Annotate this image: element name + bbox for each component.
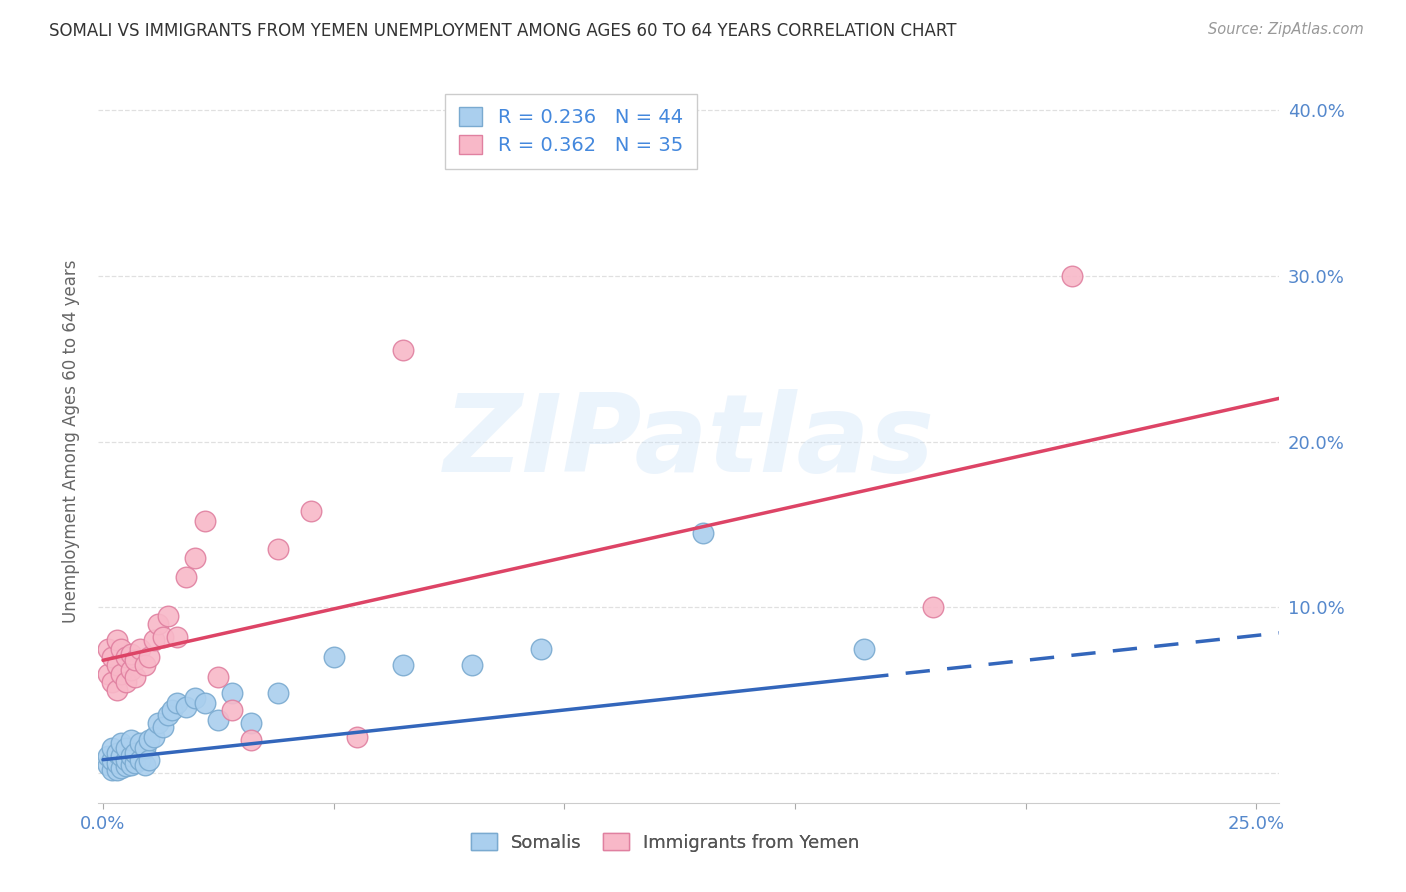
Point bbox=[299, 504, 322, 518]
Point bbox=[166, 630, 188, 644]
Point bbox=[120, 732, 142, 747]
Point bbox=[110, 666, 132, 681]
Point bbox=[110, 736, 132, 750]
Point bbox=[129, 736, 152, 750]
Point bbox=[115, 753, 138, 767]
Point bbox=[124, 756, 146, 770]
Point bbox=[184, 550, 207, 565]
Point bbox=[101, 753, 124, 767]
Point bbox=[115, 650, 138, 665]
Point bbox=[115, 741, 138, 756]
Point bbox=[105, 658, 128, 673]
Point bbox=[193, 514, 215, 528]
Point bbox=[101, 741, 124, 756]
Point bbox=[239, 732, 262, 747]
Point bbox=[105, 633, 128, 648]
Point bbox=[922, 600, 945, 615]
Point bbox=[156, 708, 179, 723]
Point bbox=[166, 697, 188, 711]
Point bbox=[124, 653, 146, 667]
Point bbox=[152, 720, 174, 734]
Point bbox=[174, 570, 197, 584]
Text: ZIPatlas: ZIPatlas bbox=[443, 389, 935, 494]
Point bbox=[124, 670, 146, 684]
Point bbox=[105, 756, 128, 770]
Point bbox=[105, 746, 128, 760]
Point bbox=[129, 641, 152, 656]
Point bbox=[101, 763, 124, 777]
Point bbox=[115, 674, 138, 689]
Point bbox=[110, 761, 132, 775]
Point bbox=[221, 686, 243, 700]
Point bbox=[221, 703, 243, 717]
Point bbox=[101, 650, 124, 665]
Point bbox=[120, 749, 142, 764]
Point bbox=[142, 633, 165, 648]
Point bbox=[101, 674, 124, 689]
Point bbox=[148, 716, 170, 731]
Point bbox=[461, 658, 484, 673]
Point bbox=[110, 749, 132, 764]
Point bbox=[97, 641, 120, 656]
Point bbox=[138, 732, 160, 747]
Text: Source: ZipAtlas.com: Source: ZipAtlas.com bbox=[1208, 22, 1364, 37]
Point bbox=[134, 741, 156, 756]
Point bbox=[138, 753, 160, 767]
Point bbox=[156, 608, 179, 623]
Point bbox=[1060, 268, 1083, 283]
Point bbox=[120, 663, 142, 677]
Point bbox=[162, 703, 183, 717]
Point bbox=[530, 641, 553, 656]
Point bbox=[174, 699, 197, 714]
Point bbox=[129, 753, 152, 767]
Y-axis label: Unemployment Among Ages 60 to 64 years: Unemployment Among Ages 60 to 64 years bbox=[62, 260, 80, 624]
Point bbox=[239, 716, 262, 731]
Legend: Somalis, Immigrants from Yemen: Somalis, Immigrants from Yemen bbox=[464, 826, 866, 859]
Point bbox=[97, 757, 120, 772]
Point bbox=[193, 697, 215, 711]
Point bbox=[142, 730, 165, 744]
Point bbox=[105, 683, 128, 698]
Point bbox=[97, 666, 120, 681]
Point bbox=[134, 658, 156, 673]
Point bbox=[148, 616, 170, 631]
Point bbox=[115, 759, 138, 773]
Point bbox=[120, 647, 142, 661]
Point bbox=[138, 650, 160, 665]
Point bbox=[97, 749, 120, 764]
Point bbox=[853, 641, 876, 656]
Point bbox=[134, 757, 156, 772]
Point bbox=[110, 641, 132, 656]
Point bbox=[346, 730, 368, 744]
Point bbox=[120, 757, 142, 772]
Point bbox=[207, 713, 229, 727]
Point bbox=[152, 630, 174, 644]
Point bbox=[207, 670, 229, 684]
Point bbox=[267, 686, 290, 700]
Point bbox=[392, 343, 415, 358]
Point bbox=[692, 525, 714, 540]
Point bbox=[267, 542, 290, 557]
Point bbox=[322, 650, 344, 665]
Text: SOMALI VS IMMIGRANTS FROM YEMEN UNEMPLOYMENT AMONG AGES 60 TO 64 YEARS CORRELATI: SOMALI VS IMMIGRANTS FROM YEMEN UNEMPLOY… bbox=[49, 22, 956, 40]
Point bbox=[105, 763, 128, 777]
Point bbox=[184, 691, 207, 706]
Point bbox=[124, 746, 146, 760]
Point bbox=[392, 658, 415, 673]
